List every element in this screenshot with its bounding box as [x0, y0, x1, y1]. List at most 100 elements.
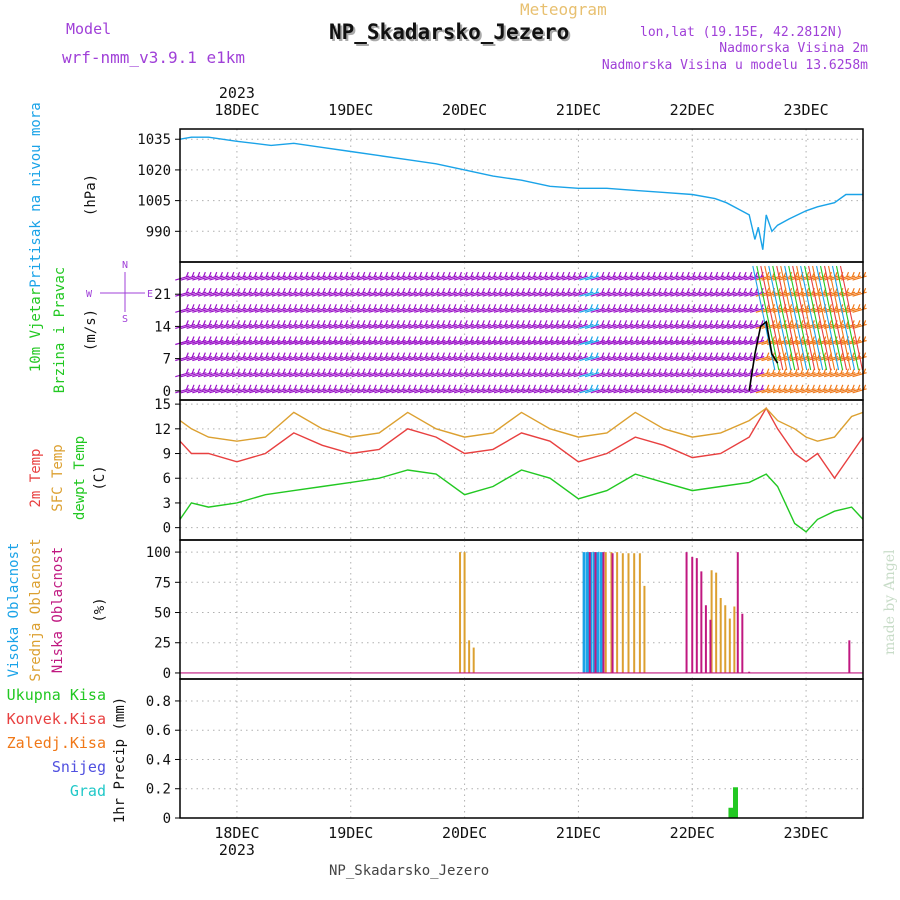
wind-barb-flag	[310, 384, 315, 391]
wind-barb-flag	[646, 384, 650, 391]
wind-barb-flag	[532, 352, 537, 358]
wind-barb-flag	[692, 384, 696, 391]
wind-barb-flag	[350, 336, 354, 342]
y-tick-label-pressure: 1035	[137, 132, 171, 148]
top-day-label: 23DEC	[784, 101, 829, 119]
wind-barb-flag	[259, 336, 263, 342]
y-tick-label-temp: 12	[154, 422, 171, 438]
wind-barb-flag	[606, 336, 611, 342]
wind-barb-flag	[845, 368, 850, 374]
wind-barb-flag	[561, 352, 565, 358]
wind-barb-flag	[623, 336, 628, 342]
wind-barb-flag	[305, 271, 309, 278]
wind-barb-flag	[555, 368, 559, 374]
footer-station: NP_Skadarsko_Jezero	[329, 863, 490, 879]
wind-barb-flag	[367, 352, 371, 358]
wind-barb-flag	[595, 368, 599, 374]
wind-barb-flag	[692, 352, 696, 358]
wind-barb-flag	[749, 336, 753, 342]
wind-barb-flag	[310, 352, 315, 358]
wind-barb-flag	[373, 271, 377, 278]
wind-barb-flag	[390, 368, 394, 374]
wind-barb-flag	[413, 352, 417, 358]
wind-barb-flag	[697, 287, 702, 294]
wind-ylabel-1: 10m Vjetar	[28, 288, 44, 372]
wind-barb-flag	[185, 368, 189, 374]
wind-barb-flag	[623, 352, 628, 358]
wind-barb-flag	[629, 271, 633, 278]
wind-barb-flag	[413, 336, 417, 342]
wind-barb-flag	[219, 352, 223, 358]
wind-barb-flag	[214, 368, 218, 374]
temp-ylabel-sfc: SFC Temp	[50, 444, 66, 511]
wind-barb-flag	[572, 368, 576, 374]
wind-barb-flag	[208, 287, 212, 294]
wind-barb-flag	[606, 352, 611, 358]
wind-barb-flag	[453, 336, 457, 342]
wind-barb-flag	[567, 336, 571, 342]
wind-barb-flag	[760, 352, 764, 358]
wind-barb-flag	[527, 336, 531, 342]
bottom-day-label: 19DEC	[328, 824, 373, 842]
wind-barb-flag	[527, 287, 531, 294]
wind-barb-flag	[584, 287, 588, 294]
wind-barb-flag	[595, 336, 599, 342]
wind-barb-flag	[367, 320, 371, 326]
wind-barb-flag	[584, 320, 588, 326]
wind-barb-flag	[646, 304, 650, 310]
wind-barb-flag	[601, 320, 605, 326]
wind-barb-flag	[305, 320, 309, 326]
wind-barb-flag	[259, 320, 263, 326]
wind-barb-flag	[703, 384, 707, 391]
wind-barb-flag	[299, 384, 303, 391]
wind-barb-flag	[589, 320, 593, 326]
wind-barb-flag	[692, 271, 696, 278]
wind-barb-flag	[214, 304, 218, 310]
y-tick-label-wind: 0	[163, 384, 171, 400]
wind-barb-flag	[265, 287, 269, 294]
wind-barb-flag	[680, 287, 685, 294]
wind-barb-flag	[219, 287, 223, 294]
wind-barb-flag	[521, 287, 525, 294]
wind-barb-flag	[789, 320, 793, 326]
wind-barb-flag	[715, 368, 719, 374]
model-altitude-label: Nadmorska Visina u modelu 13.6258m	[601, 58, 868, 73]
wind-barb-flag	[817, 368, 821, 374]
wind-barb-flag	[407, 287, 411, 294]
wind-barb-flag	[214, 271, 218, 278]
wind-barb-flag	[481, 304, 485, 310]
wind-barb-flag	[265, 320, 269, 326]
wind-barb-flag	[333, 368, 337, 374]
wind-barb-flag	[532, 384, 537, 391]
wind-barb-flag	[362, 320, 366, 326]
wind-barb-flag	[715, 384, 719, 391]
wind-barb-flag	[447, 352, 451, 358]
wind-barb-flag	[521, 304, 525, 310]
wind-barb-flag	[715, 304, 719, 310]
wind-barb-flag	[345, 368, 349, 374]
wind-barb-flag	[259, 304, 263, 310]
wind-barb-flag	[328, 320, 332, 326]
wind-unit-label: (m/s)	[83, 309, 99, 351]
wind-barb-flag	[322, 271, 326, 278]
wind-barb-flag	[857, 368, 861, 374]
wind-barb-flag	[367, 384, 371, 391]
wind-barb-flag	[863, 336, 867, 342]
wind-barb-flag	[561, 304, 565, 310]
wind-barb-flag	[487, 271, 491, 278]
wind-barb-flag	[436, 384, 440, 391]
wind-barb-flag	[709, 304, 713, 310]
wind-barb-flag	[743, 287, 747, 294]
wind-barb-flag	[561, 271, 565, 278]
wind-barb-flag	[737, 304, 741, 310]
wind-barb-flag	[316, 352, 320, 358]
wind-barb-flag	[527, 352, 531, 358]
wind-barb-flag	[692, 320, 696, 326]
wind-barb-flag	[293, 287, 297, 294]
wind-barb-flag	[635, 271, 639, 278]
wind-barb-flag	[732, 384, 736, 391]
wind-barb-flag	[504, 271, 508, 278]
wind-barb-flag	[680, 384, 685, 391]
wind-barb-flag	[475, 352, 480, 358]
bottom-day-label: 20DEC	[442, 824, 487, 842]
